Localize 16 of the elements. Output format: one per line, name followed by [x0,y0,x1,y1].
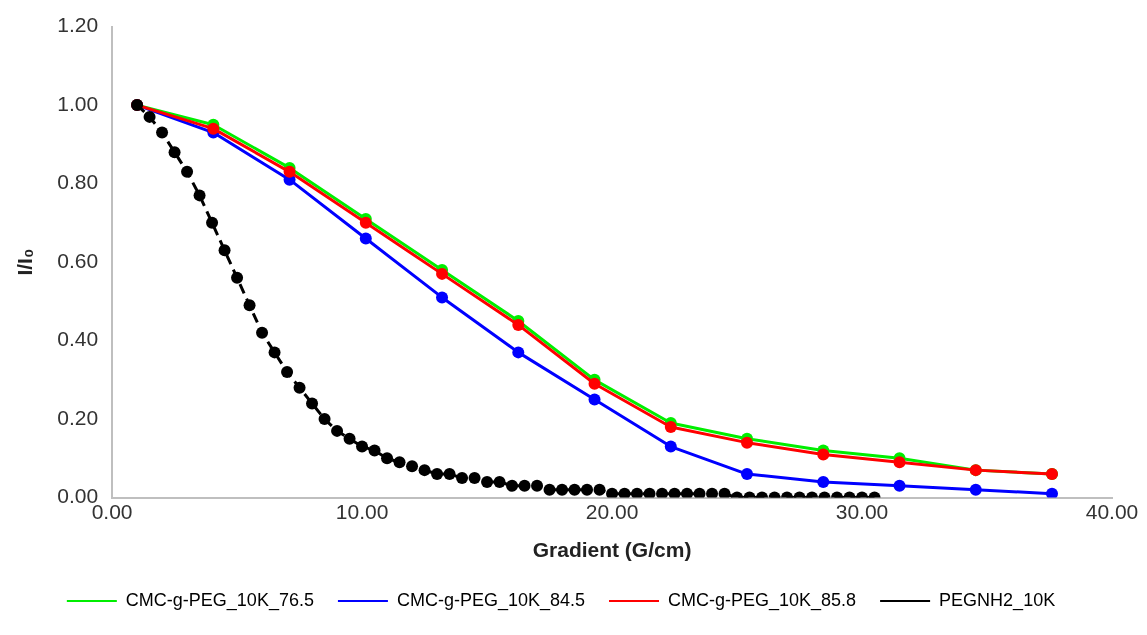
legend-label: PEGNH2_10K [939,589,1056,611]
y-tick-label: 0.60 [57,248,99,272]
x-tick-label: 30.00 [835,500,889,523]
legend-label: CMC-g-PEG_10K_84.5 [396,589,586,611]
x-axis-title: Gradient (G/cm) [532,538,692,562]
y-tick-label: 0.20 [57,405,99,429]
x-tick-label: 20.00 [585,500,639,523]
x-tick-label: 10.00 [335,500,389,523]
y-tick-label: 0.80 [57,170,99,194]
legend-label: CMC-g-PEG_10K_85.8 [668,589,857,611]
y-tick-label: 0.40 [57,327,99,351]
y-tick-label: 1.20 [57,13,99,37]
y-axis-title: I/I₀ [13,248,37,276]
x-tick-label: 40.00 [1085,500,1139,523]
y-tick-label: 1.00 [57,91,99,115]
legend-label: CMC-g-PEG_10K_76.5 [125,589,314,611]
